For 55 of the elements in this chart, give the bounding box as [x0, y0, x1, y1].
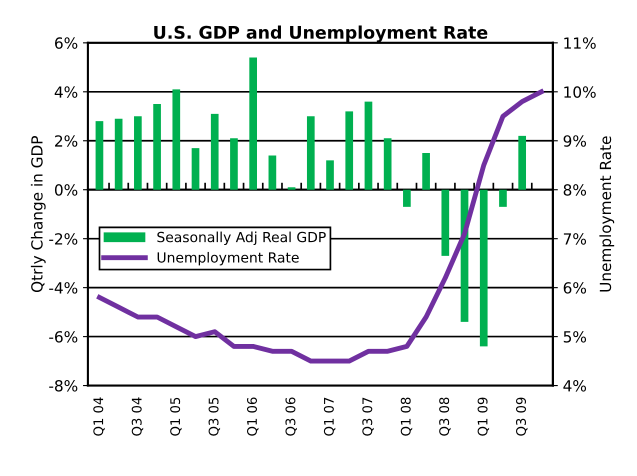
x-tick-label: Q3 04	[132, 397, 144, 436]
y-tick-label: 6%	[55, 37, 78, 49]
x-tick-label: Q3 06	[285, 398, 297, 436]
y-tick-label: -6%	[49, 331, 78, 343]
line-series	[97, 89, 544, 364]
y2-tick-label: 9%	[564, 135, 586, 147]
x-tick-label: Q3 08	[439, 398, 451, 436]
x-tick-label: Q3 05	[208, 398, 220, 436]
chart-title: U.S. GDP and Unemployment Rate	[154, 25, 488, 42]
bar	[192, 148, 200, 190]
y-tick-label: -4%	[49, 282, 78, 294]
x-tick-label: Q1 06	[247, 398, 258, 436]
bar	[345, 111, 354, 190]
bar	[384, 138, 392, 190]
x-tick-label: Q1 04	[93, 397, 105, 436]
bar	[441, 190, 450, 256]
bar	[153, 104, 161, 190]
y-tick-label: -2%	[49, 233, 78, 245]
legend-label: Unemployment Rate	[158, 252, 299, 266]
bar	[364, 102, 372, 190]
y2-axis-title: Unemployment Rate	[599, 136, 614, 292]
bar	[480, 190, 488, 346]
y2-tick-label: 5%	[564, 331, 586, 343]
bar	[422, 153, 430, 190]
y-tick-label: 0%	[54, 184, 78, 196]
bar	[268, 155, 276, 190]
x-tick-label: Q1 05	[170, 398, 182, 436]
bar	[518, 136, 526, 190]
y-axis-title: Qtrly Change in GDP	[30, 136, 46, 292]
y2-tick-label: 10%	[564, 86, 596, 98]
bar	[230, 138, 238, 190]
bar	[403, 190, 411, 207]
y2-tick-label: 6%	[564, 282, 586, 294]
legend-label: Seasonally Adj Real GDP	[157, 232, 326, 245]
x-tick-label: Q1 07	[324, 398, 336, 436]
bar	[210, 114, 219, 190]
bar	[114, 118, 122, 190]
bar	[134, 116, 142, 190]
y2-tick-label: 7%	[564, 233, 586, 245]
x-tick-label: Q1 09	[478, 398, 490, 436]
x-tick-label: Q3 07	[362, 398, 374, 436]
bar	[499, 190, 507, 207]
y2-tick-label: 8%	[564, 184, 586, 196]
x-tick-label: Q1 08	[400, 398, 412, 436]
y-tick-label: 2%	[55, 135, 78, 147]
x-tick-label: Q3 09	[516, 398, 528, 436]
y2-tick-label: 11%	[564, 37, 596, 49]
bar	[96, 121, 104, 190]
bar	[306, 116, 315, 190]
y-tick-label: 4%	[54, 86, 78, 98]
bar	[326, 160, 334, 190]
bar	[172, 89, 180, 190]
y-tick-label: -8%	[49, 380, 78, 392]
bar	[249, 58, 257, 190]
y2-tick-label: 4%	[563, 380, 586, 392]
